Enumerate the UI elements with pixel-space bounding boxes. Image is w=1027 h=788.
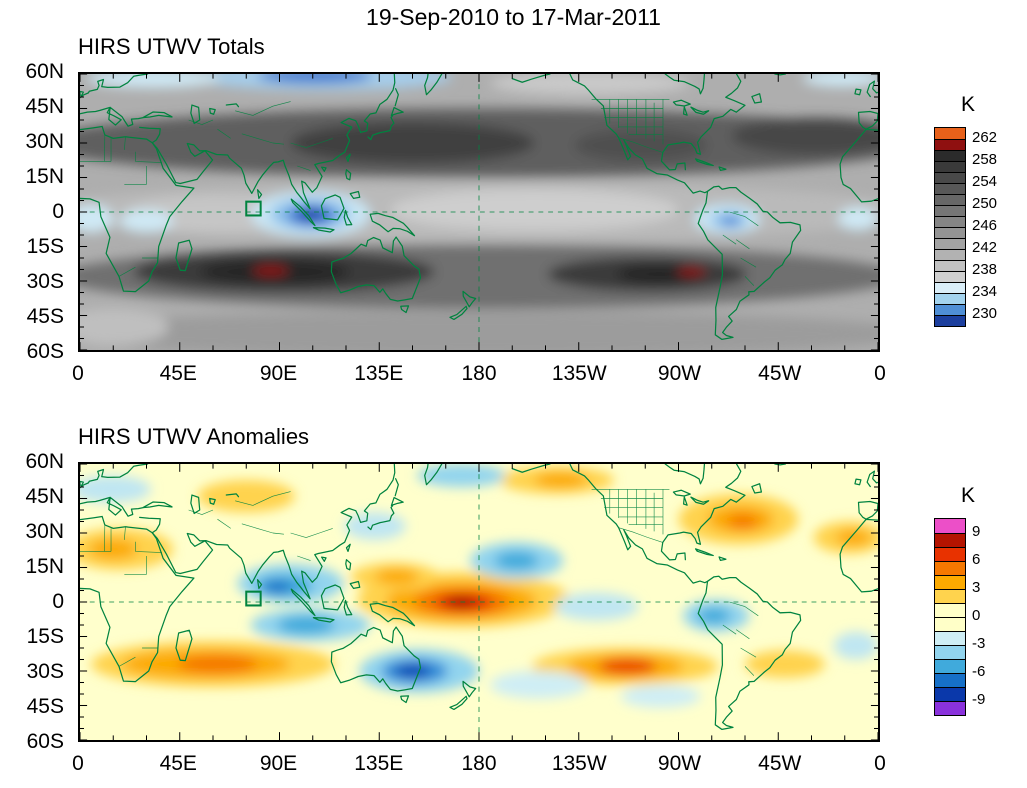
colorbar-segment	[935, 249, 965, 260]
lon-tick-label: 180	[461, 752, 497, 775]
colorbar-segment	[935, 161, 965, 172]
lon-tick-label: 45W	[758, 362, 802, 385]
lon-tick-label: 0	[874, 752, 886, 775]
lon-tick-label: 180	[461, 362, 497, 385]
colorbar-segment	[935, 216, 965, 227]
map-plot-totals	[78, 72, 880, 352]
colorbar-tick-label: 0	[972, 607, 981, 624]
lat-tick-label: 15S	[26, 625, 64, 648]
colorbar-tick-label: 254	[972, 173, 998, 190]
colorbar-segment	[935, 172, 965, 183]
lon-tick-label: 45W	[758, 752, 802, 775]
lat-tick-label: 60S	[26, 730, 64, 753]
colorbar-segment	[935, 271, 965, 282]
colorbar-tick-label: 246	[972, 217, 998, 234]
lat-tick-label: 0	[52, 590, 64, 613]
lat-tick-label: 60N	[25, 60, 64, 83]
colorbar-segment	[935, 194, 965, 205]
colorbar-tick-label: 262	[972, 129, 998, 146]
lon-tick-label: 135W	[551, 752, 607, 775]
colorbar-segment	[935, 150, 965, 161]
colorbar-tick-label: 242	[972, 239, 998, 256]
map-plot-anomalies	[78, 462, 880, 742]
colorbar-segment	[935, 603, 965, 617]
colorbar-segment	[935, 561, 965, 575]
lon-tick-label: 135W	[551, 362, 607, 385]
lon-tick-label: 45E	[159, 752, 197, 775]
colorbar-segment	[935, 589, 965, 603]
colorbar-tick-label: -9	[972, 691, 986, 708]
colorbar-totals	[934, 127, 966, 327]
lat-tick-label: 30S	[26, 270, 64, 293]
colorbar-segment	[935, 645, 965, 659]
colorbar-segment	[935, 575, 965, 589]
lon-tick-label: 0	[72, 362, 84, 385]
map-totals	[80, 74, 878, 350]
lat-tick-label: 60S	[26, 340, 64, 363]
lat-tick-label: 45N	[25, 95, 64, 118]
lon-tick-label: 135E	[354, 752, 404, 775]
colorbar-segment	[935, 227, 965, 238]
colorbar-segment	[935, 282, 965, 293]
lon-tick-label: 90W	[657, 752, 702, 775]
colorbar-tick-label: 250	[972, 195, 998, 212]
colorbar-segment	[935, 533, 965, 547]
colorbar-segment	[935, 631, 965, 645]
colorbar-segment	[935, 183, 965, 194]
colorbar-tick-label: 234	[972, 283, 998, 300]
lat-tick-label: 45S	[26, 305, 64, 328]
colorbar-tick-label: 3	[972, 579, 981, 596]
colorbar-segment	[935, 293, 965, 304]
colorbar-segment	[935, 547, 965, 561]
lat-tick-label: 45S	[26, 695, 64, 718]
colorbar-tick-label: 230	[972, 305, 998, 322]
colorbar-tick-label: 9	[972, 523, 981, 540]
colorbar-segment	[935, 315, 965, 326]
panel-title-totals: HIRS UTWV Totals	[78, 34, 265, 59]
lat-tick-label: 0	[52, 200, 64, 223]
colorbar-segment	[935, 687, 965, 701]
lat-tick-label: 45N	[25, 485, 64, 508]
panel-title-anomalies: HIRS UTWV Anomalies	[78, 424, 310, 449]
colorbar-segment	[935, 701, 965, 715]
colorbar-segment	[935, 617, 965, 631]
lat-tick-label: 60N	[25, 450, 64, 473]
colorbar-segment	[935, 205, 965, 216]
lon-tick-label: 0	[874, 362, 886, 385]
colorbar-segment	[935, 238, 965, 249]
colorbar-tick-label: -6	[972, 663, 986, 680]
lat-tick-label: 30N	[25, 130, 64, 153]
colorbar-segment	[935, 128, 965, 139]
colorbar-tick-label: 6	[972, 551, 981, 568]
colorbar-tick-label: 258	[972, 151, 998, 168]
colorbar-unit-totals: K	[960, 93, 975, 116]
lon-tick-label: 135E	[354, 362, 404, 385]
colorbar-tick-label: -3	[972, 635, 986, 652]
colorbar-segment	[935, 260, 965, 271]
colorbar-segment	[935, 659, 965, 673]
colorbar-segment	[935, 519, 965, 533]
lat-tick-label: 15N	[25, 555, 64, 578]
colorbar-segment	[935, 304, 965, 315]
colorbar-segment	[935, 673, 965, 687]
lon-tick-label: 90E	[259, 362, 298, 385]
lon-tick-label: 90W	[657, 362, 702, 385]
colorbar-anomalies	[934, 518, 966, 716]
lat-tick-label: 15S	[26, 235, 64, 258]
map-anomalies	[80, 464, 878, 740]
figure-title: 19-Sep-2010 to 17-Mar-2011	[366, 4, 661, 30]
colorbar-tick-label: 238	[972, 261, 998, 278]
lat-tick-label: 15N	[25, 165, 64, 188]
lat-tick-label: 30S	[26, 660, 64, 683]
lon-tick-label: 0	[72, 752, 84, 775]
colorbar-unit-anomalies: K	[960, 484, 975, 507]
lon-tick-label: 90E	[259, 752, 298, 775]
lon-tick-label: 45E	[159, 362, 197, 385]
lat-tick-label: 30N	[25, 520, 64, 543]
colorbar-segment	[935, 139, 965, 150]
